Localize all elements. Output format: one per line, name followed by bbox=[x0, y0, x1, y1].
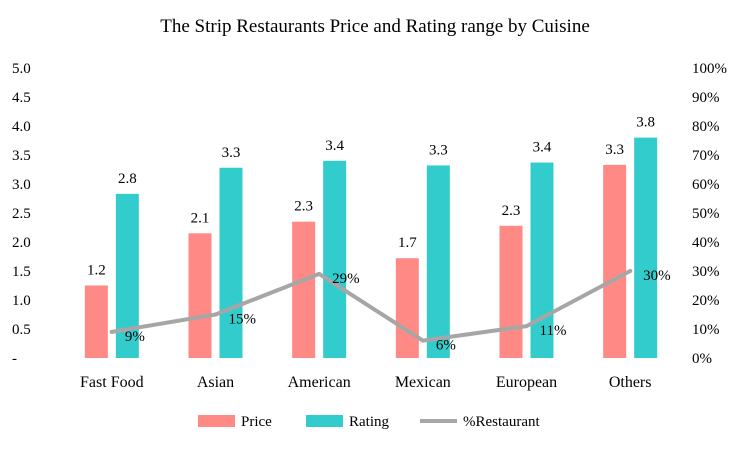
price-bar bbox=[84, 285, 108, 358]
restaurant-pct-label: 30% bbox=[643, 268, 671, 284]
restaurant-pct-point bbox=[317, 271, 322, 276]
chart-title: The Strip Restaurants Price and Rating r… bbox=[160, 16, 590, 37]
right-axis-tick-label: 20% bbox=[692, 293, 720, 309]
rating-data-label: 3.4 bbox=[325, 138, 344, 154]
legend-price-swatch bbox=[198, 415, 235, 427]
price-data-label: 3.3 bbox=[605, 142, 624, 158]
left-axis-tick-label: 1.0 bbox=[12, 293, 31, 309]
right-y-axis: 0% 10% 20% 30% 40% 50% 60% 70% 80% 90% 100% bbox=[692, 61, 727, 367]
category-label: Fast Food bbox=[80, 374, 144, 391]
restaurant-pct-point bbox=[420, 338, 425, 343]
left-axis-tick-label: 4.0 bbox=[12, 119, 31, 135]
restaurant-pct-label: 11% bbox=[540, 323, 567, 339]
left-y-axis: - 0.5 1.0 1.5 2.0 2.5 3.0 3.5 4.0 4.5 5.0 bbox=[12, 61, 31, 367]
left-axis-tick-label: 4.5 bbox=[12, 90, 31, 106]
price-bar bbox=[499, 225, 523, 358]
restaurant-pct-label: 29% bbox=[332, 271, 360, 287]
price-data-label: 2.3 bbox=[294, 199, 313, 215]
restaurant-pct-point bbox=[109, 329, 114, 334]
category-label: European bbox=[496, 374, 557, 391]
left-axis-tick-label: - bbox=[12, 351, 17, 367]
restaurant-pct-label: 15% bbox=[229, 312, 257, 328]
left-axis-tick-label: 2.0 bbox=[12, 235, 31, 251]
right-axis-tick-label: 80% bbox=[692, 119, 720, 135]
left-axis-tick-label: 2.5 bbox=[12, 206, 31, 222]
right-axis-tick-label: 90% bbox=[692, 90, 720, 106]
rating-data-label: 3.4 bbox=[533, 140, 552, 156]
right-axis-tick-label: 100% bbox=[692, 61, 727, 77]
right-axis-tick-label: 50% bbox=[692, 206, 720, 222]
price-data-label: 2.3 bbox=[502, 203, 521, 219]
rating-bar bbox=[115, 193, 139, 358]
legend-restaurant-label: %Restaurant bbox=[463, 414, 540, 430]
restaurant-pct-label: 6% bbox=[436, 338, 456, 354]
right-axis-tick-label: 40% bbox=[692, 235, 720, 251]
price-data-label: 2.1 bbox=[191, 210, 210, 226]
rating-bar bbox=[530, 162, 554, 358]
right-axis-tick-label: 0% bbox=[692, 351, 712, 367]
price-data-label: 1.2 bbox=[87, 263, 106, 279]
legend-rating-swatch bbox=[306, 415, 343, 427]
restaurant-pct-line bbox=[109, 269, 633, 343]
rating-data-label: 3.3 bbox=[222, 145, 241, 161]
legend-rating-label: Rating bbox=[349, 414, 389, 430]
rating-bar bbox=[219, 167, 243, 358]
legend-price-label: Price bbox=[241, 414, 272, 430]
restaurant-pct-point bbox=[213, 312, 218, 317]
rating-bar bbox=[323, 160, 347, 358]
left-axis-tick-label: 5.0 bbox=[12, 61, 31, 77]
rating-bar bbox=[426, 165, 450, 358]
category-axis: Fast Food Asian American Mexican European Oth… bbox=[80, 374, 651, 391]
rating-data-label: 3.8 bbox=[636, 115, 655, 131]
rating-data-label: 2.8 bbox=[118, 171, 137, 187]
left-axis-tick-label: 0.5 bbox=[12, 322, 31, 338]
price-bar bbox=[395, 258, 419, 358]
legend: Price Rating %Restaurant bbox=[198, 414, 540, 430]
category-label: Others bbox=[609, 374, 652, 391]
left-axis-tick-label: 3.0 bbox=[12, 177, 31, 193]
category-label: Mexican bbox=[395, 374, 451, 391]
price-bar bbox=[188, 233, 212, 358]
category-label: Asian bbox=[197, 374, 234, 391]
rating-bar bbox=[634, 137, 658, 358]
restaurant-pct-point bbox=[628, 269, 633, 273]
right-axis-tick-label: 60% bbox=[692, 177, 720, 193]
left-axis-tick-label: 3.5 bbox=[12, 148, 31, 164]
price-data-label: 1.7 bbox=[398, 235, 417, 251]
price-bar bbox=[292, 221, 316, 358]
rating-data-label: 3.3 bbox=[429, 142, 448, 158]
line-series: 9% 15% 29% 6% 11% 30% bbox=[109, 268, 671, 354]
right-axis-tick-label: 70% bbox=[692, 148, 720, 164]
restaurant-pct-point bbox=[524, 324, 529, 329]
price-bar bbox=[603, 164, 627, 358]
right-axis-tick-label: 10% bbox=[692, 322, 720, 338]
left-axis-tick-label: 1.5 bbox=[12, 264, 31, 280]
right-axis-tick-label: 30% bbox=[692, 264, 720, 280]
restaurant-pct-label: 9% bbox=[125, 329, 145, 345]
category-label: American bbox=[288, 374, 351, 391]
